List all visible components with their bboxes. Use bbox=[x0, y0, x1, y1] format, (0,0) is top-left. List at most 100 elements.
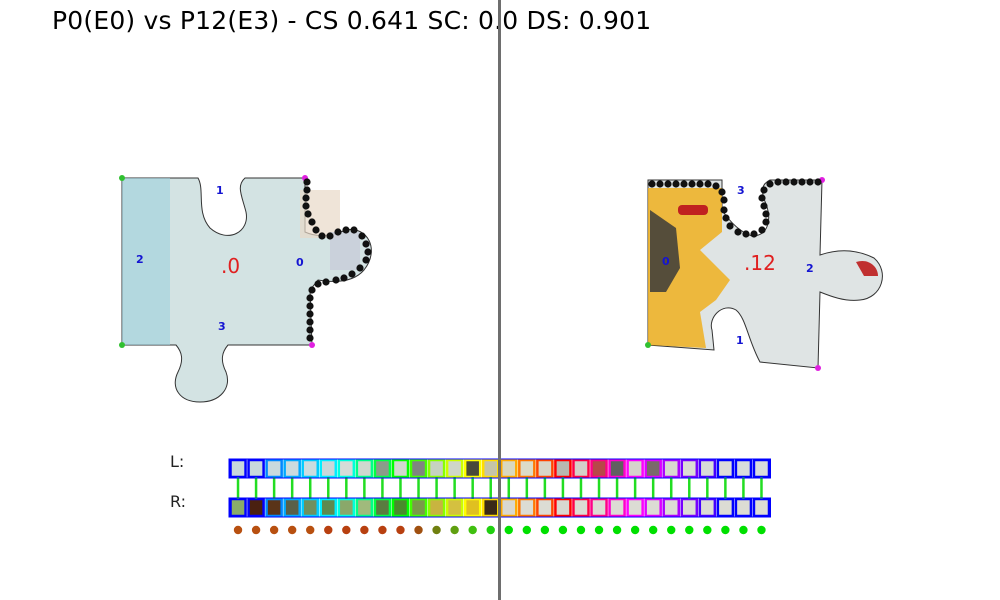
right-piece-art-knob bbox=[856, 260, 878, 276]
score-dot bbox=[468, 525, 477, 535]
left-strip-cell bbox=[590, 458, 608, 479]
right-edge-label: 1 bbox=[736, 334, 744, 347]
left-strip-cell bbox=[247, 458, 265, 479]
right-strip-cell bbox=[445, 497, 464, 518]
right-strip-cell bbox=[500, 497, 518, 518]
score-dot bbox=[558, 525, 568, 535]
right-strip-cell bbox=[373, 497, 392, 518]
right-strip-cell bbox=[301, 497, 320, 518]
right-strip-cell bbox=[680, 497, 699, 518]
right-strip-cell bbox=[229, 497, 247, 518]
contour-point bbox=[350, 226, 358, 234]
left-strip-cell bbox=[644, 458, 662, 479]
contour-point bbox=[758, 226, 766, 234]
contour-point bbox=[306, 302, 314, 310]
contour-point bbox=[326, 232, 334, 240]
left-strip-cell bbox=[229, 458, 247, 479]
left-edge-label: 3 bbox=[218, 320, 226, 333]
left-piece-art-2 bbox=[330, 232, 360, 270]
contour-point bbox=[303, 186, 311, 194]
contour-point bbox=[664, 180, 672, 188]
left-corner-dot bbox=[309, 342, 315, 348]
right-piece-dark-art bbox=[650, 210, 680, 292]
left-edge-label: 0 bbox=[296, 256, 304, 269]
right-corner-dot bbox=[815, 365, 821, 371]
right-strip-cell bbox=[734, 497, 753, 518]
right-strip-cell bbox=[608, 497, 626, 518]
left-strip-cell bbox=[698, 458, 717, 479]
contour-point bbox=[774, 178, 782, 186]
right-strip-cell bbox=[662, 497, 681, 518]
left-edge-label: 2 bbox=[136, 253, 144, 266]
right-strip-cell bbox=[391, 497, 410, 518]
right-strip-cell bbox=[283, 497, 301, 518]
page-title: P0(E0) vs P12(E3) - CS 0.641 SC: 0.0 DS:… bbox=[52, 6, 652, 35]
contour-point bbox=[806, 178, 814, 186]
contour-point bbox=[656, 180, 664, 188]
contour-point bbox=[704, 180, 712, 188]
left-strip-cell bbox=[409, 458, 428, 479]
score-dot bbox=[703, 525, 712, 535]
score-dot bbox=[306, 525, 315, 535]
contour-point bbox=[726, 222, 734, 230]
score-dot bbox=[486, 525, 495, 535]
score-dot bbox=[685, 525, 694, 535]
score-dot bbox=[233, 525, 243, 535]
score-dot bbox=[721, 525, 730, 535]
contour-point bbox=[750, 230, 758, 238]
contour-point bbox=[340, 274, 348, 282]
right-strip-cell bbox=[698, 497, 717, 518]
right-puzzle-piece: 0 1 2 3 .12 bbox=[645, 177, 883, 371]
color-strips bbox=[228, 458, 771, 535]
contour-point bbox=[720, 206, 728, 214]
left-strip-cell bbox=[265, 458, 283, 479]
contour-point bbox=[760, 202, 768, 210]
left-contour-points bbox=[302, 178, 372, 342]
right-edge-label: 2 bbox=[806, 262, 814, 275]
score-dot bbox=[540, 525, 550, 535]
right-strip-cell bbox=[752, 497, 771, 518]
contour-point bbox=[356, 264, 364, 272]
score-dot bbox=[360, 525, 369, 535]
left-corner-dot bbox=[119, 342, 125, 348]
score-dot bbox=[594, 525, 604, 535]
score-dot bbox=[667, 525, 676, 535]
contour-point bbox=[302, 202, 310, 210]
left-strip-cell bbox=[680, 458, 699, 479]
left-strip-cell bbox=[572, 458, 590, 479]
right-corner-dot bbox=[645, 342, 651, 348]
score-dot bbox=[287, 525, 297, 535]
score-dot bbox=[342, 525, 351, 535]
contour-point bbox=[718, 188, 726, 196]
right-piece-id: .12 bbox=[744, 251, 776, 275]
contour-point bbox=[308, 218, 316, 226]
right-strip-cell bbox=[355, 497, 374, 518]
left-edge-label: 1 bbox=[216, 184, 224, 197]
score-dot bbox=[269, 525, 279, 535]
left-puzzle-piece: 0 1 2 3 .0 bbox=[119, 175, 372, 403]
contour-point bbox=[672, 180, 680, 188]
right-strip-cell bbox=[572, 497, 590, 518]
contour-point bbox=[688, 180, 696, 188]
left-strip-cell bbox=[283, 458, 301, 479]
right-strip-cell bbox=[590, 497, 608, 518]
score-dot bbox=[396, 525, 405, 535]
left-strip-cell bbox=[337, 458, 356, 479]
right-strip-cell bbox=[247, 497, 265, 518]
left-piece-edge-shade bbox=[122, 178, 170, 345]
contour-point bbox=[762, 218, 770, 226]
contour-point bbox=[342, 226, 350, 234]
contour-point bbox=[790, 178, 798, 186]
right-strip-cell bbox=[409, 497, 428, 518]
score-dot bbox=[251, 525, 261, 535]
contour-point bbox=[364, 248, 372, 256]
contour-point bbox=[312, 226, 320, 234]
score-dot bbox=[432, 525, 441, 535]
left-strip-cell bbox=[752, 458, 771, 479]
left-strip-cell bbox=[373, 458, 392, 479]
contour-point bbox=[696, 180, 704, 188]
left-strip-cell bbox=[500, 458, 518, 479]
contour-point bbox=[308, 286, 316, 294]
contour-point bbox=[734, 228, 742, 236]
